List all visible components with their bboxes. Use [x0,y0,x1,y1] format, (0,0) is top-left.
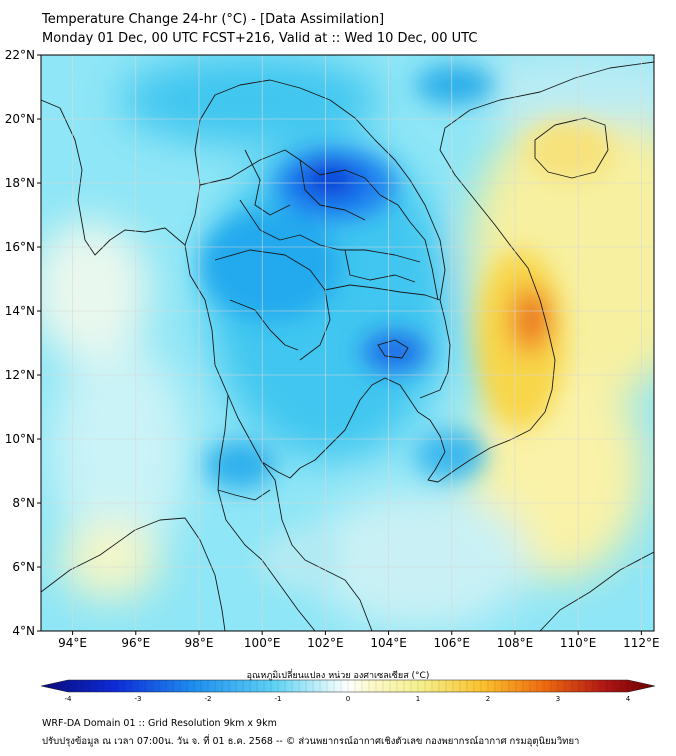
thai-cambodia-border [324,284,441,301]
province-lines-3 [229,299,299,351]
colorbar-tick-label: -4 [65,695,73,703]
temperature-field [41,55,654,631]
lat-tick-label: 6°N [12,560,35,574]
colorbar: -4 -3 -2 -1 0 1 2 3 4 [40,679,656,703]
lon-tick-label: 110°E [560,636,597,650]
lat-tick-label: 4°N [12,624,35,638]
lon-tick-label: 106°E [434,636,471,650]
lat-tick-label: 14°N [5,304,35,318]
gridlines: 22°N 20°N 18°N 16°N 14°N 12°N 10°N 8°N 6°N 4°N 94°… [5,48,660,650]
colorbar-tick-label: 3 [556,695,560,703]
footer-credit: ปรับปรุงข้อมูล ณ เวลา 07:00น. วัน จ. ที่… [42,736,580,747]
footer-domain-info: WRF-DA Domain 01 :: Grid Resolution 9km … [42,718,277,729]
lon-tick-label: 108°E [497,636,534,650]
province-lines-6 [299,159,366,221]
peninsula-east-coastline [261,461,373,631]
province-lines-1 [214,249,331,361]
coastlines-borders [41,61,654,631]
thai-laos-border [199,149,439,301]
lon-tick-label: 104°E [370,636,407,650]
province-lines-2 [239,199,421,263]
province-lines-5 [244,149,291,216]
colorbar-tick-label: 2 [486,695,490,703]
lat-tick-label: 16°N [5,240,35,254]
lat-tick-label: 22°N [5,48,35,62]
hainan-coastline [534,117,609,179]
thai-malaysia-border [217,489,271,501]
lat-tick-label: 12°N [5,368,35,382]
lon-tick-label: 96°E [121,636,150,650]
sumatra-coastline [41,517,226,631]
laos-vietnam-border [299,87,446,301]
chart-title: Temperature Change 24-hr (°C) - [Data As… [42,12,385,27]
colorbar-tick-label: -1 [275,695,282,703]
lon-tick-label: 112°E [623,636,660,650]
plot-frame [40,54,655,632]
colorbar-tick-label: 4 [626,695,631,703]
province-lines-4 [344,249,416,283]
peninsula-coastline [217,394,316,631]
lon-tick-label: 100°E [244,636,281,650]
colorbar-tick-label: 1 [416,695,420,703]
borneo-coastline [539,551,654,631]
cambodia-vietnam-border [419,299,451,399]
lon-tick-label: 94°E [58,636,87,650]
lat-tick-label: 20°N [5,112,35,126]
tonle-sap-lake [377,339,409,359]
colorbar-label: อุณหภูมิเปลี่ยนแปลง หน่วย องศาเซลเซียส (… [246,671,430,681]
colorbar-tick-label: -2 [205,695,212,703]
lat-tick-label: 18°N [5,176,35,190]
lon-tick-label: 102°E [307,636,344,650]
chart-subtitle: Monday 01 Dec, 00 UTC FCST+216, Valid at… [42,31,478,46]
lat-tick-label: 10°N [5,432,35,446]
colorbar-tick-label: 0 [346,695,350,703]
mainland-coastline [41,61,654,483]
lon-tick-label: 98°E [185,636,214,650]
lat-tick-label: 8°N [12,496,35,510]
myanmar-east-border [184,79,301,246]
colorbar-tick-label: -3 [135,695,142,703]
